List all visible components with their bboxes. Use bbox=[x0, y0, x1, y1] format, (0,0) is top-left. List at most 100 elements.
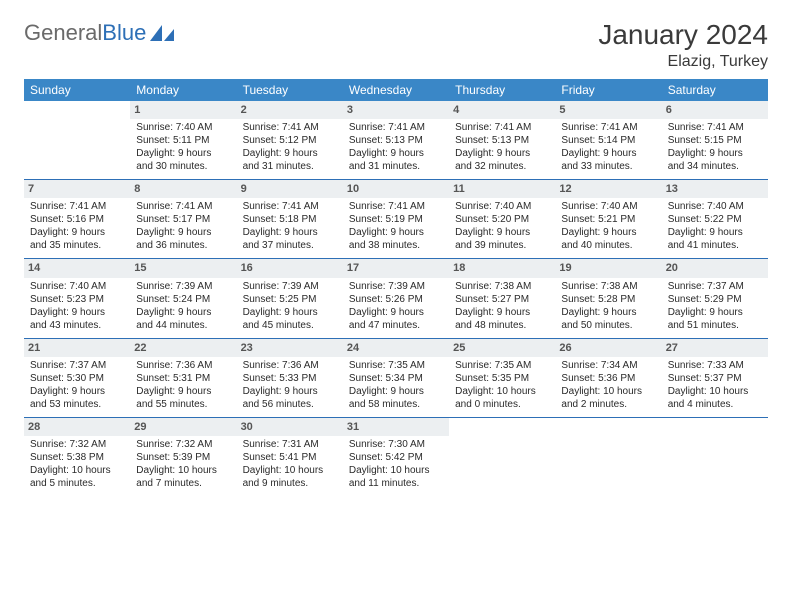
day-number: 19 bbox=[555, 259, 661, 277]
daylight-line2: and 5 minutes. bbox=[30, 477, 124, 490]
day-number: 27 bbox=[662, 339, 768, 357]
day-number: 9 bbox=[237, 180, 343, 198]
daylight-line2: and 7 minutes. bbox=[136, 477, 230, 490]
sunset-text: Sunset: 5:12 PM bbox=[243, 134, 337, 147]
sunrise-text: Sunrise: 7:40 AM bbox=[561, 200, 655, 213]
day-number: 21 bbox=[24, 339, 130, 357]
day-number: 1 bbox=[130, 101, 236, 119]
logo-text-2: Blue bbox=[102, 20, 146, 46]
day-cell: 28Sunrise: 7:32 AMSunset: 5:38 PMDayligh… bbox=[24, 417, 130, 496]
day-number: 28 bbox=[24, 418, 130, 436]
daylight-line2: and 0 minutes. bbox=[455, 398, 549, 411]
daylight-line1: Daylight: 9 hours bbox=[668, 306, 762, 319]
sunrise-text: Sunrise: 7:41 AM bbox=[349, 200, 443, 213]
calendar-table: Sunday Monday Tuesday Wednesday Thursday… bbox=[24, 79, 768, 496]
sunrise-text: Sunrise: 7:39 AM bbox=[349, 280, 443, 293]
daylight-line2: and 41 minutes. bbox=[668, 239, 762, 252]
week-row: 28Sunrise: 7:32 AMSunset: 5:38 PMDayligh… bbox=[24, 417, 768, 496]
daylight-line2: and 43 minutes. bbox=[30, 319, 124, 332]
dow-sat: Saturday bbox=[662, 79, 768, 101]
calendar-body: 1Sunrise: 7:40 AMSunset: 5:11 PMDaylight… bbox=[24, 101, 768, 496]
daylight-line2: and 37 minutes. bbox=[243, 239, 337, 252]
day-cell bbox=[662, 417, 768, 496]
daylight-line1: Daylight: 9 hours bbox=[136, 147, 230, 160]
sunrise-text: Sunrise: 7:41 AM bbox=[668, 121, 762, 134]
daylight-line2: and 48 minutes. bbox=[455, 319, 549, 332]
sunset-text: Sunset: 5:29 PM bbox=[668, 293, 762, 306]
sunset-text: Sunset: 5:13 PM bbox=[455, 134, 549, 147]
week-row: 1Sunrise: 7:40 AMSunset: 5:11 PMDaylight… bbox=[24, 101, 768, 180]
day-number: 14 bbox=[24, 259, 130, 277]
daylight-line2: and 34 minutes. bbox=[668, 160, 762, 173]
sunset-text: Sunset: 5:20 PM bbox=[455, 213, 549, 226]
day-cell: 7Sunrise: 7:41 AMSunset: 5:16 PMDaylight… bbox=[24, 180, 130, 259]
daylight-line2: and 50 minutes. bbox=[561, 319, 655, 332]
sunrise-text: Sunrise: 7:35 AM bbox=[455, 359, 549, 372]
day-cell: 20Sunrise: 7:37 AMSunset: 5:29 PMDayligh… bbox=[662, 259, 768, 338]
dow-sun: Sunday bbox=[24, 79, 130, 101]
daylight-line1: Daylight: 9 hours bbox=[455, 306, 549, 319]
daylight-line2: and 30 minutes. bbox=[136, 160, 230, 173]
daylight-line2: and 58 minutes. bbox=[349, 398, 443, 411]
day-cell: 6Sunrise: 7:41 AMSunset: 5:15 PMDaylight… bbox=[662, 101, 768, 180]
daylight-line2: and 33 minutes. bbox=[561, 160, 655, 173]
day-number: 13 bbox=[662, 180, 768, 198]
daylight-line1: Daylight: 10 hours bbox=[136, 464, 230, 477]
daylight-line1: Daylight: 9 hours bbox=[243, 306, 337, 319]
day-number: 2 bbox=[237, 101, 343, 119]
day-cell: 13Sunrise: 7:40 AMSunset: 5:22 PMDayligh… bbox=[662, 180, 768, 259]
day-cell: 3Sunrise: 7:41 AMSunset: 5:13 PMDaylight… bbox=[343, 101, 449, 180]
daylight-line1: Daylight: 9 hours bbox=[30, 226, 124, 239]
daylight-line1: Daylight: 10 hours bbox=[243, 464, 337, 477]
day-cell: 10Sunrise: 7:41 AMSunset: 5:19 PMDayligh… bbox=[343, 180, 449, 259]
week-row: 21Sunrise: 7:37 AMSunset: 5:30 PMDayligh… bbox=[24, 338, 768, 417]
sunrise-text: Sunrise: 7:41 AM bbox=[30, 200, 124, 213]
sunrise-text: Sunrise: 7:40 AM bbox=[668, 200, 762, 213]
daylight-line1: Daylight: 9 hours bbox=[30, 385, 124, 398]
day-cell: 15Sunrise: 7:39 AMSunset: 5:24 PMDayligh… bbox=[130, 259, 236, 338]
sunrise-text: Sunrise: 7:37 AM bbox=[30, 359, 124, 372]
day-cell bbox=[24, 101, 130, 180]
daylight-line2: and 4 minutes. bbox=[668, 398, 762, 411]
page: GeneralBlue January 2024 Elazig, Turkey … bbox=[0, 0, 792, 516]
daylight-line2: and 35 minutes. bbox=[30, 239, 124, 252]
sunset-text: Sunset: 5:19 PM bbox=[349, 213, 443, 226]
sunset-text: Sunset: 5:42 PM bbox=[349, 451, 443, 464]
sunset-text: Sunset: 5:41 PM bbox=[243, 451, 337, 464]
sunrise-text: Sunrise: 7:30 AM bbox=[349, 438, 443, 451]
month-title: January 2024 bbox=[598, 20, 768, 51]
day-number: 26 bbox=[555, 339, 661, 357]
sunset-text: Sunset: 5:14 PM bbox=[561, 134, 655, 147]
day-number: 4 bbox=[449, 101, 555, 119]
sunset-text: Sunset: 5:37 PM bbox=[668, 372, 762, 385]
daylight-line1: Daylight: 9 hours bbox=[136, 306, 230, 319]
day-cell bbox=[449, 417, 555, 496]
dow-row: Sunday Monday Tuesday Wednesday Thursday… bbox=[24, 79, 768, 101]
day-number: 23 bbox=[237, 339, 343, 357]
day-cell: 24Sunrise: 7:35 AMSunset: 5:34 PMDayligh… bbox=[343, 338, 449, 417]
daylight-line2: and 11 minutes. bbox=[349, 477, 443, 490]
sunrise-text: Sunrise: 7:41 AM bbox=[561, 121, 655, 134]
sunset-text: Sunset: 5:30 PM bbox=[30, 372, 124, 385]
day-cell bbox=[555, 417, 661, 496]
sunset-text: Sunset: 5:13 PM bbox=[349, 134, 443, 147]
sunrise-text: Sunrise: 7:31 AM bbox=[243, 438, 337, 451]
day-number: 3 bbox=[343, 101, 449, 119]
sunrise-text: Sunrise: 7:40 AM bbox=[136, 121, 230, 134]
daylight-line1: Daylight: 10 hours bbox=[455, 385, 549, 398]
sunset-text: Sunset: 5:35 PM bbox=[455, 372, 549, 385]
sunset-text: Sunset: 5:28 PM bbox=[561, 293, 655, 306]
day-number: 10 bbox=[343, 180, 449, 198]
sunrise-text: Sunrise: 7:40 AM bbox=[30, 280, 124, 293]
daylight-line2: and 36 minutes. bbox=[136, 239, 230, 252]
daylight-line1: Daylight: 9 hours bbox=[561, 147, 655, 160]
sunset-text: Sunset: 5:24 PM bbox=[136, 293, 230, 306]
day-number: 20 bbox=[662, 259, 768, 277]
day-cell: 23Sunrise: 7:36 AMSunset: 5:33 PMDayligh… bbox=[237, 338, 343, 417]
day-cell: 1Sunrise: 7:40 AMSunset: 5:11 PMDaylight… bbox=[130, 101, 236, 180]
day-cell: 11Sunrise: 7:40 AMSunset: 5:20 PMDayligh… bbox=[449, 180, 555, 259]
daylight-line2: and 45 minutes. bbox=[243, 319, 337, 332]
sunrise-text: Sunrise: 7:39 AM bbox=[136, 280, 230, 293]
daylight-line1: Daylight: 9 hours bbox=[561, 226, 655, 239]
daylight-line1: Daylight: 10 hours bbox=[668, 385, 762, 398]
